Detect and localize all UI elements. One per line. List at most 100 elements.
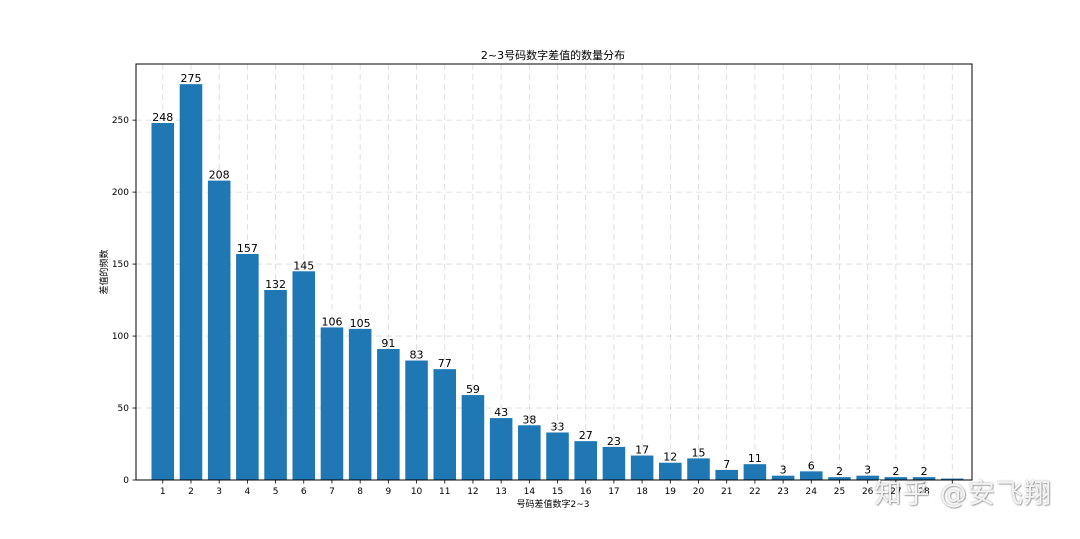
x-tick-label-1: 1 [160, 487, 166, 497]
x-tick-label-21: 21 [721, 487, 732, 497]
y-axis-ticks: 0 50 100 150 200 250 [112, 116, 136, 486]
data-label-24: 6 [808, 459, 815, 472]
bar-13 [489, 418, 513, 480]
bars [151, 84, 964, 480]
x-tick-label-17: 17 [608, 487, 619, 497]
bar-25 [828, 477, 851, 480]
data-label-5: 132 [265, 278, 286, 291]
bar-29 [940, 478, 964, 480]
watermark-text: 知乎 @安飞翔 [874, 479, 1052, 510]
data-label-15: 33 [551, 420, 565, 433]
data-label-4: 157 [237, 242, 258, 255]
x-tick-label-25: 25 [834, 487, 845, 497]
bar-15 [546, 432, 569, 480]
bar-5 [264, 289, 287, 480]
x-tick-label-27: 27 [890, 487, 901, 497]
y-tick-label-50: 50 [118, 404, 130, 414]
x-axis-ticks: 1 2 3 4 5 6 7 8 9 10 11 12 13 14 15 16 17 18 19 20 21 22 23 24 2… [160, 480, 953, 497]
y-tick-label-100: 100 [112, 332, 129, 342]
x-tick-label-10: 10 [411, 487, 423, 497]
x-tick-label-9: 9 [385, 487, 391, 497]
x-tick-label-12: 12 [467, 487, 478, 497]
x-tick-label-15: 15 [552, 487, 563, 497]
grid-lines [136, 64, 972, 480]
x-tick-label-3: 3 [216, 487, 222, 497]
bar-14 [518, 425, 541, 480]
data-label-22: 11 [748, 452, 762, 465]
y-axis-label: 差值的频数 [98, 249, 110, 294]
data-label-1: 248 [152, 111, 173, 124]
data-label-28: 2 [921, 465, 928, 478]
data-label-20: 15 [692, 446, 706, 459]
data-label-25: 2 [836, 465, 843, 478]
y-tick-label-150: 150 [112, 260, 129, 270]
x-tick-label-23: 23 [777, 487, 788, 497]
bar-23 [771, 475, 795, 480]
data-label-26: 3 [864, 464, 871, 477]
x-tick-label-22: 22 [749, 487, 760, 497]
data-label-17: 23 [607, 435, 621, 448]
y-tick-label-0: 0 [123, 476, 129, 486]
bar-6 [292, 271, 316, 480]
data-label-14: 38 [522, 413, 536, 426]
data-label-2: 275 [180, 72, 201, 85]
bar-21 [715, 469, 738, 480]
bar-22 [743, 464, 767, 480]
data-label-11: 77 [438, 357, 452, 370]
bar-11 [433, 369, 457, 480]
x-tick-label-4: 4 [245, 487, 251, 497]
data-label-8: 105 [350, 317, 371, 330]
bar-9 [377, 349, 400, 480]
data-label-21: 7 [723, 458, 730, 471]
bar-19 [659, 462, 682, 480]
bar-2 [179, 84, 203, 480]
data-label-7: 106 [321, 315, 342, 328]
data-label-16: 27 [579, 429, 593, 442]
data-label-13: 43 [494, 406, 508, 419]
x-tick-label-13: 13 [495, 487, 506, 497]
data-label-10: 83 [410, 349, 424, 362]
y-tick-label-200: 200 [112, 188, 129, 198]
data-label-9: 91 [381, 337, 395, 350]
bar-16 [574, 441, 597, 480]
x-tick-label-24: 24 [806, 487, 818, 497]
bar-4 [236, 254, 259, 480]
data-label-12: 59 [466, 383, 480, 396]
data-label-27: 2 [892, 465, 899, 478]
bar-27 [884, 477, 908, 480]
x-tick-label-2: 2 [188, 487, 194, 497]
x-tick-label-18: 18 [636, 487, 648, 497]
data-label-18: 17 [635, 444, 649, 457]
bar-24 [800, 471, 823, 480]
x-tick-label-28: 28 [918, 487, 930, 497]
bar-7 [320, 327, 344, 480]
x-tick-label-7: 7 [329, 487, 335, 497]
x-axis-label: 号码差值数字2~3 [517, 498, 590, 510]
data-label-23: 3 [780, 464, 787, 477]
data-label-6: 145 [293, 259, 314, 272]
bar-18 [630, 455, 654, 480]
bar-10 [405, 360, 428, 480]
bar-3 [207, 180, 231, 480]
x-tick-label-11: 11 [439, 487, 450, 497]
bar-20 [687, 458, 710, 480]
bar-26 [856, 475, 879, 480]
bar-12 [461, 395, 485, 480]
bar-17 [602, 446, 626, 480]
bar-1 [151, 123, 175, 480]
data-label-19: 12 [663, 451, 677, 464]
x-tick-label-16: 16 [580, 487, 592, 497]
x-tick-label-14: 14 [524, 487, 536, 497]
x-tick-label-20: 20 [693, 487, 705, 497]
data-label-3: 208 [209, 169, 230, 182]
plot-frame [135, 63, 973, 481]
chart-title: 2~3号码数字差值的数量分布 [481, 48, 625, 62]
x-tick-label-8: 8 [357, 487, 363, 497]
x-tick-label-6: 6 [301, 487, 307, 497]
x-tick-label-5: 5 [273, 487, 279, 497]
x-tick-label-26: 26 [862, 487, 874, 497]
x-tick-label-19: 19 [665, 487, 677, 497]
bar-28 [912, 477, 936, 480]
